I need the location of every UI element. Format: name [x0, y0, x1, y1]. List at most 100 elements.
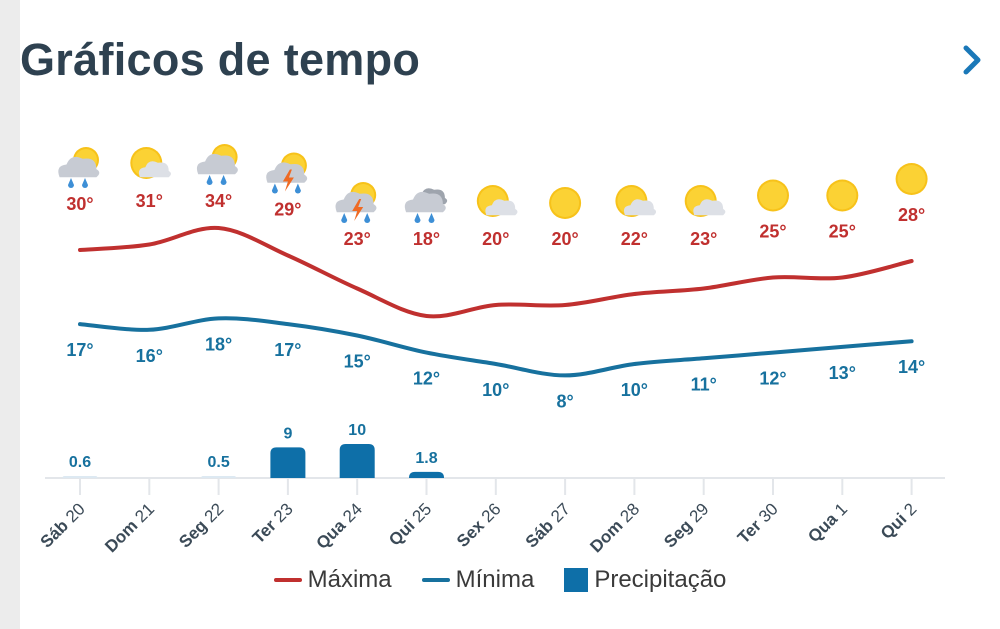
sun	[759, 181, 787, 210]
legend-min[interactable]: Mínima	[421, 566, 535, 594]
max-temp-label: 25°	[759, 222, 786, 242]
sun	[897, 165, 926, 193]
cloud	[266, 162, 308, 183]
min-temp-label: 12°	[413, 369, 440, 389]
weather-charts-card	[20, 0, 1000, 629]
max-temp-label: 29°	[274, 200, 301, 220]
sunny-icon	[549, 187, 582, 219]
min-temp-label: 14°	[898, 357, 925, 377]
x-tick-label: Qua 1	[804, 499, 851, 546]
precip-label: 10	[348, 422, 366, 439]
min-temp-label: 13°	[829, 363, 856, 383]
max-temp-label: 28°	[898, 205, 925, 225]
max-temp-label: 20°	[551, 229, 578, 249]
x-tick-label: Seg 29	[660, 499, 712, 551]
x-tick-label: Qua 24	[312, 499, 366, 553]
partly-cloudy-rain-icon	[196, 144, 238, 185]
cloud	[138, 161, 171, 178]
max-temp-label: 20°	[482, 229, 509, 249]
lightning-bolt	[352, 199, 364, 221]
x-tick-label: Sáb 27	[522, 499, 574, 551]
min-temp-label: 15°	[344, 352, 371, 372]
precip-bar	[339, 444, 375, 478]
legend-precip[interactable]: Precipitação	[564, 566, 726, 594]
min-temp-label: 17°	[66, 340, 93, 360]
raindrop	[82, 178, 88, 188]
precip-label: 9	[283, 425, 292, 442]
x-tick-label: Ter 30	[734, 499, 782, 547]
precip-bar	[62, 475, 98, 478]
weather-chart: Sáb 20 Dom 21 Seg 22 Ter 23 Qua 24 Qui 25 Sex …	[37, 144, 945, 556]
max-temp-label: 34°	[205, 191, 232, 211]
min-temp-label: 18°	[205, 334, 232, 354]
rain-icon	[404, 188, 448, 223]
cloud	[485, 199, 518, 216]
raindrop	[414, 213, 421, 223]
legend-min-swatch	[421, 578, 450, 582]
partly-cloudy-icon	[476, 185, 518, 217]
page-title: Gráficos de tempo	[20, 34, 421, 85]
legend-precip-swatch	[564, 568, 589, 592]
min-temp-label: 8°	[556, 391, 573, 411]
sun	[551, 189, 580, 217]
max-temp-label: 22°	[621, 229, 648, 249]
sunny-icon	[895, 163, 928, 195]
thunderstorm-icon	[335, 182, 377, 223]
precip-bar	[409, 471, 444, 478]
partly-cloudy-icon	[130, 147, 171, 179]
raindrop	[364, 213, 371, 223]
x-tick-label: Qui 2	[877, 499, 921, 543]
precip-label: 0.5	[207, 454, 229, 471]
cloud	[58, 156, 100, 178]
partly-cloudy-icon	[684, 185, 726, 217]
max-temp-label: 31°	[136, 191, 163, 211]
precip-label: 0.6	[69, 454, 91, 471]
cloud	[404, 191, 446, 213]
legend-max-swatch	[273, 578, 302, 582]
max-temp-label: 30°	[66, 194, 93, 214]
x-tick-label: Dom 28	[586, 499, 643, 556]
sun	[828, 181, 857, 210]
sunny-icon	[826, 179, 859, 212]
chevron-right-icon[interactable]	[952, 40, 992, 80]
raindrop	[271, 183, 278, 194]
precip-bar	[270, 447, 306, 478]
partly-cloudy-rain-icon	[58, 147, 100, 188]
min-temp-line	[78, 316, 914, 378]
min-temp-label: 16°	[136, 346, 163, 366]
max-temp-label: 25°	[829, 222, 856, 242]
legend-min-label: Mínima	[455, 566, 535, 593]
cloud	[335, 191, 377, 213]
max-temp-label: 18°	[413, 229, 440, 249]
cloud	[196, 153, 238, 175]
min-temp-label: 12°	[759, 369, 786, 389]
max-temp-line	[78, 225, 914, 319]
x-tick-label: Qui 25	[385, 499, 435, 549]
raindrop	[428, 213, 435, 223]
chart-legend: Máxima Mínima Precipitação	[0, 566, 1000, 594]
precip-bar	[201, 476, 237, 478]
thunderstorm-icon	[266, 152, 308, 194]
cloud	[623, 199, 657, 216]
partly-cloudy-icon	[615, 185, 657, 217]
raindrop	[68, 178, 74, 188]
min-temp-label: 17°	[274, 340, 301, 360]
raindrop	[341, 213, 348, 223]
precip-label: 1.8	[415, 450, 437, 467]
x-tick-label: Sáb 20	[37, 499, 89, 551]
max-temp-label: 23°	[344, 229, 371, 249]
max-temp-label: 23°	[690, 229, 717, 249]
min-temp-label: 10°	[482, 380, 509, 400]
raindrop	[294, 183, 301, 194]
raindrop	[206, 175, 213, 185]
x-tick-label: Sex 26	[453, 499, 505, 551]
cloud	[693, 199, 726, 216]
x-tick-label: Seg 22	[175, 499, 227, 551]
legend-precip-label: Precipitação	[594, 566, 727, 593]
sunny-icon	[757, 179, 789, 212]
lightning-bolt	[282, 169, 294, 192]
x-tick-label: Dom 21	[101, 499, 158, 556]
min-temp-label: 10°	[621, 380, 648, 400]
legend-max[interactable]: Máxima	[273, 566, 392, 594]
min-temp-label: 11°	[691, 374, 717, 394]
